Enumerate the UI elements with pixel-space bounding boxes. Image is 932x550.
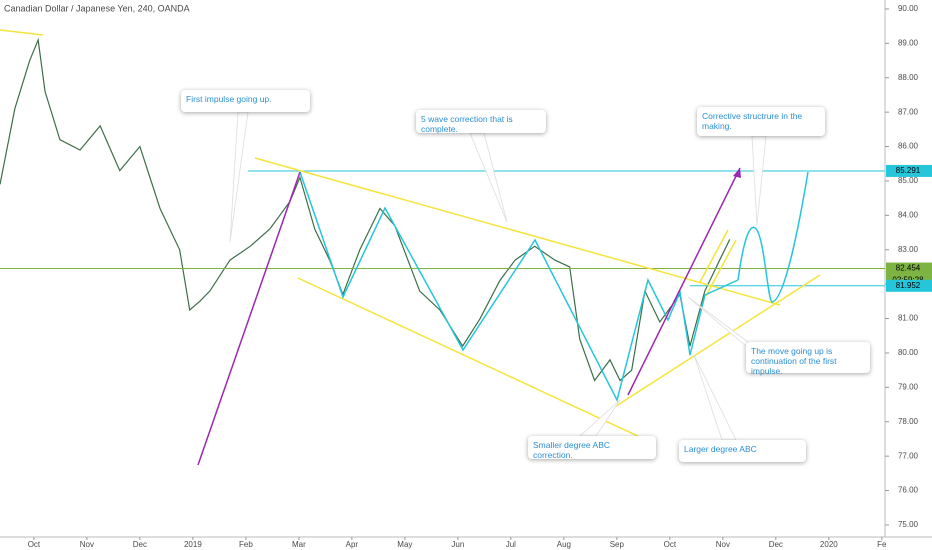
callout-pointer xyxy=(751,135,767,226)
y-tick-label: 81.00 xyxy=(898,314,919,323)
x-tick-label: Nov xyxy=(716,540,730,549)
trend-line xyxy=(297,277,641,438)
x-tick-label: Mar xyxy=(292,540,306,549)
x-tick-label: Oct xyxy=(28,540,41,549)
price-tag-label: 85.291 xyxy=(896,166,921,175)
impulse-line xyxy=(197,171,301,466)
callout: 5 wave correction that is complete. xyxy=(416,110,546,134)
y-tick-label: 88.00 xyxy=(898,73,919,82)
x-tick-label: Fe xyxy=(877,540,887,549)
arrow-head xyxy=(733,168,741,178)
price-tag-label: 81.952 xyxy=(896,281,921,290)
impulse-line xyxy=(627,167,741,396)
price-tag xyxy=(886,164,932,177)
callout: First impulse going up. xyxy=(181,90,310,112)
callout: Larger degree ABC xyxy=(679,440,806,462)
x-tick-label: Jun xyxy=(451,540,464,549)
y-tick-label: 87.00 xyxy=(898,107,919,116)
x-tick-label: Oct xyxy=(664,540,677,549)
x-tick-label: 2020 xyxy=(820,540,838,549)
drawings xyxy=(0,29,821,466)
chart-title: Canadian Dollar / Japanese Yen, 240, OAN… xyxy=(4,3,190,13)
trend-line xyxy=(699,229,729,283)
trend-line xyxy=(705,239,737,297)
callout-pointer xyxy=(229,111,249,243)
x-tick-label: May xyxy=(397,540,412,549)
x-tick-label: Aug xyxy=(557,540,571,549)
x-tick-label: Jul xyxy=(506,540,516,549)
y-tick-label: 78.00 xyxy=(898,417,919,426)
y-tick-label: 84.00 xyxy=(898,210,919,219)
projection xyxy=(737,171,809,303)
callout: Smaller degree ABC correction. xyxy=(528,436,656,460)
y-tick-label: 76.00 xyxy=(898,486,919,495)
price-tag xyxy=(886,279,932,292)
callout-pointer xyxy=(469,132,508,223)
x-tick-label: Nov xyxy=(80,540,94,549)
x-tick-label: Apr xyxy=(346,540,359,549)
y-tick-label: 86.00 xyxy=(898,142,919,151)
callout: The move going up is continuation of the… xyxy=(746,342,870,376)
y-tick-label: 85.00 xyxy=(898,176,919,185)
x-tick-label: Dec xyxy=(133,540,147,549)
trend-line xyxy=(0,29,44,36)
price-tag xyxy=(886,262,932,275)
x-tick-label: Sep xyxy=(610,540,625,549)
callout-pointer xyxy=(693,354,737,441)
y-tick-label: 89.00 xyxy=(898,38,919,47)
x-tick-label: Dec xyxy=(769,540,783,549)
wave-line xyxy=(299,171,739,403)
y-tick-label: 90.00 xyxy=(898,4,919,13)
price-line xyxy=(0,37,731,382)
y-tick-label: 79.00 xyxy=(898,382,919,391)
x-tick-label: 2019 xyxy=(184,540,202,549)
price-tag-label: 82.454 xyxy=(896,264,921,273)
trend-line xyxy=(254,157,781,306)
y-tick-label: 83.00 xyxy=(898,245,919,254)
trend-line xyxy=(609,274,821,411)
y-tick-label: 77.00 xyxy=(898,451,919,460)
callout-pointer xyxy=(578,399,621,437)
x-tick-label: Feb xyxy=(239,540,253,549)
callout: Corrective structrure in the making. xyxy=(697,107,825,136)
y-tick-label: 75.00 xyxy=(898,520,919,529)
y-tick-label: 80.00 xyxy=(898,348,919,357)
